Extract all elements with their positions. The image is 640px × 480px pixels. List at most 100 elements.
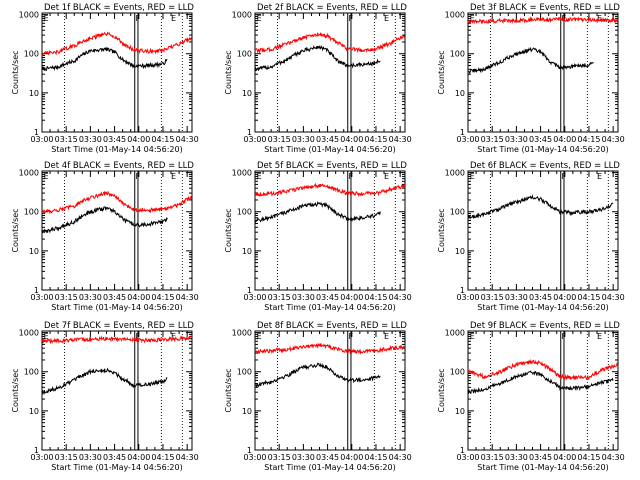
chart-panel: Det 6f BLACK = Events, RED = LLD 1 10 100 10…	[437, 161, 625, 312]
y-tick-label: 1000	[445, 169, 465, 178]
chart-panel: Det 7f BLACK = Events, RED = LLD 1 10 100 10…	[11, 321, 199, 472]
x-tick-label: 03:30	[79, 135, 102, 144]
event-marker-label: E	[384, 172, 389, 181]
event-marker-label: F	[349, 172, 354, 181]
x-tick-label: 03:15	[481, 135, 504, 144]
x-tick-label: 03:15	[268, 453, 291, 462]
x-tick-label: 03:45	[316, 293, 339, 302]
y-tick-label: 100	[237, 50, 252, 59]
x-tick-label: 04:30	[389, 135, 412, 144]
x-tick-label: 03:15	[268, 135, 291, 144]
chart-title: Det 2f BLACK = Events, RED = LLD	[257, 3, 407, 13]
x-tick-label: 03:00	[243, 293, 266, 302]
x-tick-label: 03:45	[316, 135, 339, 144]
y-tick-label: 1000	[232, 329, 252, 338]
chart-title: Det 9f BLACK = Events, RED = LLD	[470, 321, 620, 331]
plot-frame	[254, 330, 406, 451]
chart-title: Det 8f BLACK = Events, RED = LLD	[257, 321, 407, 331]
x-axis-label: Start Time (01-May-14 04:56:20)	[477, 303, 608, 312]
x-tick-label: 03:30	[292, 135, 315, 144]
x-axis-label: Start Time (01-May-14 04:56:20)	[477, 145, 608, 154]
y-tick-label: 10	[29, 407, 39, 416]
event-marker-label: E	[470, 332, 475, 341]
chart-panel: Det 8f BLACK = Events, RED = LLD 1 10 100 10…	[224, 321, 412, 472]
x-tick-label: 03:00	[30, 453, 53, 462]
y-tick-label: 100	[24, 50, 39, 59]
event-marker-label: F	[136, 14, 141, 23]
x-tick-label: 04:00	[127, 453, 150, 462]
series-line-events	[254, 362, 381, 389]
x-tick-label: 04:15	[151, 135, 174, 144]
plot-frame	[467, 170, 619, 291]
series-line-lld	[41, 335, 192, 345]
y-axis-label: Counts/sec	[11, 208, 20, 252]
x-tick-label: 03:00	[30, 135, 53, 144]
event-marker-label: E	[470, 14, 475, 23]
y-axis-label: Counts/sec	[437, 50, 446, 94]
series-line-events	[42, 206, 168, 234]
series-line-events	[254, 201, 381, 223]
y-tick-label: 100	[450, 50, 465, 59]
series-line-lld	[254, 32, 406, 54]
y-tick-label: 10	[242, 247, 252, 256]
x-tick-label: 04:00	[340, 293, 363, 302]
x-tick-label: 03:30	[292, 293, 315, 302]
x-tick-label: 04:00	[553, 293, 576, 302]
x-tick-label: 04:00	[127, 293, 150, 302]
x-tick-label: 03:30	[79, 453, 102, 462]
x-tick-label: 03:45	[529, 453, 552, 462]
y-tick-label: 10	[242, 89, 252, 98]
y-tick-label: 1	[34, 286, 39, 295]
x-tick-label: 04:00	[340, 453, 363, 462]
chart-title: Det 1f BLACK = Events, RED = LLD	[44, 3, 194, 13]
series-line-events	[254, 44, 381, 72]
x-tick-label: 04:15	[151, 293, 174, 302]
y-tick-label: 1000	[445, 11, 465, 20]
x-tick-label: 04:30	[389, 453, 412, 462]
x-tick-label: 03:00	[456, 453, 479, 462]
series-line-lld	[254, 182, 406, 198]
chart-title: Det 3f BLACK = Events, RED = LLD	[470, 3, 620, 13]
series-line-lld	[41, 31, 193, 57]
y-tick-label: 10	[29, 89, 39, 98]
event-marker-label: E	[171, 332, 176, 341]
y-tick-label: 1000	[19, 329, 39, 338]
y-axis-label: Counts/sec	[437, 208, 446, 252]
x-tick-label: 04:15	[577, 135, 600, 144]
series-line-lld	[467, 358, 619, 381]
plot-frame	[41, 12, 193, 133]
event-marker-label: E	[257, 14, 262, 23]
x-axis-label: Start Time (01-May-14 04:56:20)	[477, 463, 608, 472]
event-marker-label: F	[136, 332, 141, 341]
y-tick-label: 1	[34, 128, 39, 137]
x-axis-label: Start Time (01-May-14 04:56:20)	[51, 145, 182, 154]
series-line-events	[467, 46, 594, 75]
plot-frame	[41, 330, 193, 451]
y-tick-label: 10	[242, 407, 252, 416]
chart-panel: Det 5f BLACK = Events, RED = LLD 1 10 100 10…	[224, 161, 412, 312]
y-tick-label: 1	[460, 446, 465, 455]
y-tick-label: 100	[450, 368, 465, 377]
chart-title: Det 6f BLACK = Events, RED = LLD	[470, 161, 620, 171]
x-tick-label: 03:00	[30, 293, 53, 302]
x-tick-label: 03:00	[243, 453, 266, 462]
y-tick-label: 1000	[19, 169, 39, 178]
x-tick-label: 03:30	[79, 293, 102, 302]
chart-panel: Det 1f BLACK = Events, RED = LLD 1 10 100 10…	[11, 3, 199, 154]
y-tick-label: 100	[237, 368, 252, 377]
x-tick-label: 03:45	[103, 135, 126, 144]
y-tick-label: 10	[455, 407, 465, 416]
x-tick-label: 03:30	[292, 453, 315, 462]
y-axis-label: Counts/sec	[224, 50, 233, 94]
event-marker-label: E	[257, 172, 262, 181]
event-marker-label: E	[597, 14, 602, 23]
x-tick-label: 04:30	[176, 293, 199, 302]
x-tick-label: 03:00	[456, 135, 479, 144]
x-axis-label: Start Time (01-May-14 04:56:20)	[264, 463, 395, 472]
x-tick-label: 04:00	[553, 453, 576, 462]
x-axis-label: Start Time (01-May-14 04:56:20)	[51, 463, 182, 472]
x-tick-label: 04:00	[127, 135, 150, 144]
event-marker-label: E	[384, 14, 389, 23]
event-marker-label: E	[171, 14, 176, 23]
x-axis-label: Start Time (01-May-14 04:56:20)	[51, 303, 182, 312]
